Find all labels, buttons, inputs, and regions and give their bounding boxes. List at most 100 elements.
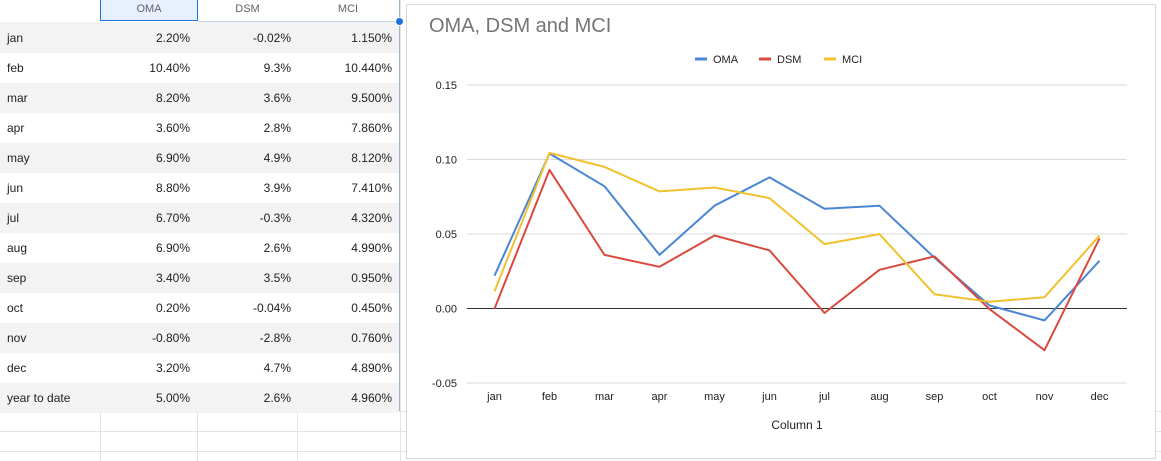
cell-mci[interactable]: 7.860% — [351, 121, 392, 135]
row-label[interactable]: oct — [7, 301, 24, 315]
table-row: aug 6.90% 2.6% 4.990% — [0, 233, 399, 263]
y-tick-label: 0.15 — [436, 80, 457, 92]
table-row: year to date 5.00% 2.6% 4.960% — [0, 383, 399, 413]
cell-oma[interactable]: 5.00% — [155, 391, 190, 405]
cell-oma[interactable]: 3.40% — [155, 271, 190, 285]
cell-oma[interactable]: 2.20% — [155, 30, 190, 45]
table-row: dec 3.20% 4.7% 4.890% — [0, 353, 399, 383]
row-label[interactable]: apr — [7, 121, 25, 135]
row-label[interactable]: dec — [7, 361, 27, 375]
x-tick-label: oct — [982, 391, 997, 403]
y-tick-label: 0.05 — [436, 229, 457, 241]
table-row: jul 6.70% -0.3% 4.320% — [0, 203, 399, 233]
cell-dsm[interactable]: 3.6% — [263, 91, 291, 105]
line-chart: -0.05 0.00 0.05 0.10 0.15 jan feb mar apr may jun j… — [432, 54, 1127, 432]
x-tick-label: jun — [761, 391, 777, 403]
x-tick-label: dec — [1091, 391, 1109, 403]
cell-oma[interactable]: 6.70% — [155, 211, 190, 225]
cell-oma[interactable]: 6.90% — [155, 151, 190, 165]
series-line-mci — [493, 151, 1101, 303]
table-row: sep 3.40% 3.5% 0.950% — [0, 263, 399, 293]
x-tick-label: aug — [870, 391, 888, 403]
cell-oma[interactable]: 6.90% — [155, 241, 190, 255]
series-line-dsm — [493, 168, 1101, 352]
row-label[interactable]: year to date — [7, 391, 71, 405]
cell-dsm[interactable]: 3.5% — [263, 271, 291, 285]
row-label[interactable]: jul — [7, 211, 20, 225]
chart-panel[interactable]: OMA, DSM and MCI -0.05 0.00 0.05 0.10 0.15 ja… — [406, 4, 1156, 459]
x-tick-label: jan — [486, 391, 502, 403]
table-row: feb 10.40% 9.3% 10.440% — [0, 53, 399, 83]
table-row: jan 2.20% -0.02% 1.150% — [0, 22, 399, 53]
cell-oma[interactable]: 8.20% — [155, 91, 190, 105]
y-tick-label: 0.10 — [436, 155, 457, 167]
cell-dsm[interactable]: 2.8% — [263, 121, 291, 135]
row-label[interactable]: aug — [7, 241, 28, 255]
x-axis-title: Column 1 — [771, 418, 823, 432]
column-header-oma[interactable]: OMA — [100, 0, 198, 21]
y-tick-label: -0.05 — [432, 378, 457, 390]
legend-label-oma: OMA — [713, 54, 739, 66]
cell-dsm[interactable]: 4.9% — [263, 151, 291, 165]
cell-oma[interactable]: 0.20% — [155, 301, 190, 315]
cell-dsm[interactable]: -2.8% — [259, 331, 291, 345]
row-label[interactable]: nov — [7, 331, 27, 345]
x-tick-label: apr — [652, 391, 668, 403]
cell-mci[interactable]: 4.990% — [351, 241, 392, 255]
row-label[interactable]: may — [7, 151, 30, 165]
cell-mci[interactable]: 0.760% — [351, 331, 392, 345]
cell-dsm[interactable]: -0.04% — [252, 301, 291, 315]
cell-oma[interactable]: 8.80% — [155, 181, 190, 195]
x-tick-label: jul — [818, 391, 830, 403]
cell-mci[interactable]: 4.890% — [351, 361, 392, 375]
cell-dsm[interactable]: -0.02% — [252, 30, 291, 45]
legend: OMA DSM MCI — [695, 54, 862, 66]
cell-dsm[interactable]: 4.7% — [263, 361, 291, 375]
x-tick-label: mar — [595, 391, 614, 403]
table-header: OMA DSM MCI — [0, 0, 400, 22]
x-tick-label: sep — [926, 391, 944, 403]
data-table[interactable]: OMA DSM MCI jan 2.20% -0.02% 1.150% feb 10.40… — [0, 0, 400, 413]
cell-dsm[interactable]: 3.9% — [263, 181, 291, 195]
cell-dsm[interactable]: 2.6% — [263, 241, 291, 255]
column-header-mci[interactable]: MCI — [297, 0, 399, 22]
row-label[interactable]: jan — [7, 30, 24, 45]
legend-label-dsm: DSM — [777, 54, 801, 66]
x-tick-label: feb — [542, 391, 557, 403]
table-row: apr 3.60% 2.8% 7.860% — [0, 113, 399, 143]
cell-mci[interactable]: 0.450% — [351, 301, 392, 315]
cell-mci[interactable]: 9.500% — [351, 91, 392, 105]
resize-handle[interactable] — [395, 17, 404, 26]
cell-mci[interactable]: 4.960% — [351, 391, 392, 405]
cell-mci[interactable]: 4.320% — [351, 211, 392, 225]
y-tick-label: 0.00 — [436, 304, 457, 316]
cell-mci[interactable]: 8.120% — [351, 151, 392, 165]
cell-mci[interactable]: 10.440% — [344, 61, 392, 75]
cell-oma[interactable]: 3.60% — [155, 121, 190, 135]
cell-dsm[interactable]: -0.3% — [259, 211, 291, 225]
cell-dsm[interactable]: 9.3% — [263, 61, 291, 75]
table-row: mar 8.20% 3.6% 9.500% — [0, 83, 399, 113]
row-label[interactable]: jun — [7, 181, 24, 195]
cell-mci[interactable]: 7.410% — [351, 181, 392, 195]
chart-title: OMA, DSM and MCI — [429, 15, 612, 37]
row-label[interactable]: sep — [7, 271, 27, 285]
cell-mci[interactable]: 0.950% — [351, 271, 392, 285]
table-row: may 6.90% 4.9% 8.120% — [0, 143, 399, 173]
cell-oma[interactable]: -0.80% — [151, 331, 190, 345]
row-label[interactable]: feb — [7, 61, 24, 75]
x-tick-label: may — [704, 391, 725, 403]
row-label[interactable]: mar — [7, 91, 28, 105]
x-tick-label: nov — [1036, 391, 1054, 403]
legend-label-mci: MCI — [842, 54, 862, 66]
column-header-dsm[interactable]: DSM — [198, 0, 297, 22]
cell-dsm[interactable]: 2.6% — [263, 391, 291, 405]
table-row: oct 0.20% -0.04% 0.450% — [0, 293, 399, 323]
cell-mci[interactable]: 1.150% — [351, 30, 392, 45]
cell-oma[interactable]: 10.40% — [149, 61, 190, 75]
table-body: jan 2.20% -0.02% 1.150% feb 10.40% 9.3% 10.440%… — [0, 22, 399, 413]
cell-oma[interactable]: 3.20% — [155, 361, 190, 375]
series-line-oma — [493, 152, 1101, 322]
table-row: jun 8.80% 3.9% 7.410% — [0, 173, 399, 203]
table-row: nov -0.80% -2.8% 0.760% — [0, 323, 399, 353]
